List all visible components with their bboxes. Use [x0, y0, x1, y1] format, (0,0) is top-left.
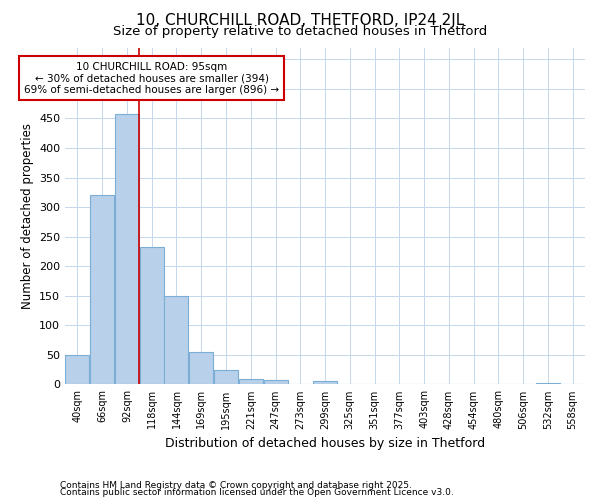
X-axis label: Distribution of detached houses by size in Thetford: Distribution of detached houses by size … — [165, 437, 485, 450]
Text: 10 CHURCHILL ROAD: 95sqm
← 30% of detached houses are smaller (394)
69% of semi-: 10 CHURCHILL ROAD: 95sqm ← 30% of detach… — [24, 62, 279, 95]
Text: Contains HM Land Registry data © Crown copyright and database right 2025.: Contains HM Land Registry data © Crown c… — [60, 480, 412, 490]
Bar — [189, 352, 213, 384]
Bar — [115, 114, 139, 384]
Bar — [263, 380, 287, 384]
Bar — [140, 246, 164, 384]
Bar — [65, 355, 89, 384]
Bar — [214, 370, 238, 384]
Bar — [239, 378, 263, 384]
Y-axis label: Number of detached properties: Number of detached properties — [20, 123, 34, 309]
Text: Size of property relative to detached houses in Thetford: Size of property relative to detached ho… — [113, 25, 487, 38]
Bar — [536, 382, 560, 384]
Bar — [90, 196, 114, 384]
Text: Contains public sector information licensed under the Open Government Licence v3: Contains public sector information licen… — [60, 488, 454, 497]
Text: 10, CHURCHILL ROAD, THETFORD, IP24 2JL: 10, CHURCHILL ROAD, THETFORD, IP24 2JL — [136, 12, 464, 28]
Bar — [164, 296, 188, 384]
Bar — [313, 382, 337, 384]
